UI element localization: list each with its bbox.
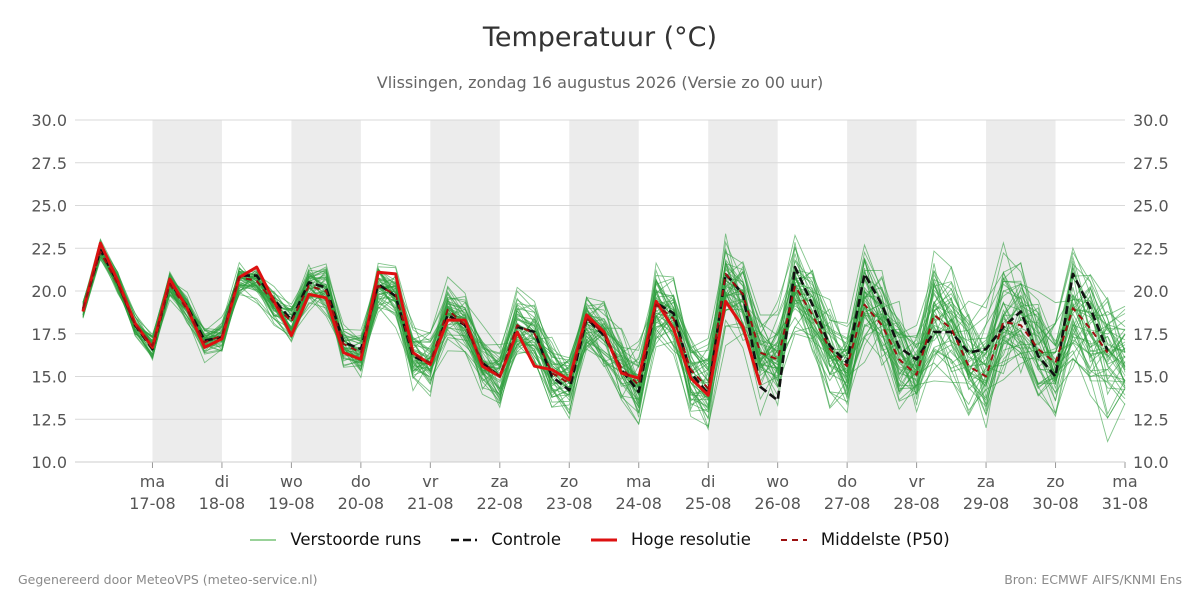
ensemble-member-49 <box>82 239 1126 417</box>
x-tick-date-7: 24-08 <box>615 494 662 513</box>
y-tick-left-0: 10.0 <box>31 453 67 472</box>
y-tick-right-0: 10.0 <box>1133 453 1169 472</box>
legend: Verstoorde runs Controle Hoge resolutie … <box>0 530 1200 549</box>
series-middelste-p50 <box>82 250 1109 390</box>
x-tick-date-1: 18-08 <box>199 494 246 513</box>
y-tick-left-1: 12.5 <box>31 410 67 429</box>
chart-subtitle: Vlissingen, zondag 16 augustus 2026 (Ver… <box>376 73 824 92</box>
x-tick-date-13: 30-08 <box>1032 494 1079 513</box>
footer-source: Bron: ECMWF AIFS/KNMI Ens <box>1004 572 1182 587</box>
y-tick-right-8: 30.0 <box>1133 111 1169 130</box>
y-tick-left-3: 17.5 <box>31 325 67 344</box>
x-tick-day-11: vr <box>909 472 925 491</box>
y-tick-left-4: 20.0 <box>31 282 67 301</box>
x-tick-day-8: di <box>701 472 716 491</box>
x-tick-date-14: 31-08 <box>1102 494 1149 513</box>
y-tick-right-2: 15.0 <box>1133 368 1169 387</box>
ensemble-member-36 <box>82 247 1126 396</box>
x-tick-date-0: 17-08 <box>129 494 176 513</box>
x-tick-day-14: ma <box>1112 472 1137 491</box>
legend-item-control[interactable]: Controle <box>451 530 561 549</box>
x-tick-date-10: 27-08 <box>824 494 871 513</box>
legend-swatch-high-resolution <box>590 538 617 541</box>
legend-swatch-median <box>780 538 807 541</box>
legend-label-perturbed: Verstoorde runs <box>290 530 422 549</box>
legend-swatch-control <box>451 538 478 541</box>
y-tick-right-5: 22.5 <box>1133 239 1169 258</box>
x-tick-day-5: za <box>491 472 509 491</box>
x-tick-date-9: 26-08 <box>754 494 801 513</box>
x-tick-date-11: 28-08 <box>893 494 940 513</box>
y-tick-left-2: 15.0 <box>31 368 67 387</box>
series-hoge-resolutie <box>81 241 762 397</box>
legend-label-high-resolution: Hoge resolutie <box>630 530 751 549</box>
y-tick-right-7: 27.5 <box>1133 154 1169 173</box>
ensemble-member-27 <box>82 238 1126 431</box>
x-tick-date-3: 20-08 <box>338 494 385 513</box>
ensemble-member-40 <box>82 250 1126 393</box>
x-tick-date-12: 29-08 <box>963 494 1010 513</box>
legend-item-high-resolution[interactable]: Hoge resolutie <box>590 530 751 549</box>
x-tick-day-13: zo <box>1046 472 1064 491</box>
y-tick-left-5: 22.5 <box>31 239 67 258</box>
x-tick-date-5: 22-08 <box>477 494 524 513</box>
y-tick-left-6: 25.0 <box>31 197 67 216</box>
x-tick-day-3: do <box>351 472 371 491</box>
y-tick-right-1: 12.5 <box>1133 410 1169 429</box>
x-tick-day-12: za <box>977 472 995 491</box>
x-tick-day-0: ma <box>140 472 165 491</box>
legend-swatch-perturbed <box>250 538 277 541</box>
legend-item-median[interactable]: Middelste (P50) <box>780 530 950 549</box>
x-tick-day-7: ma <box>626 472 651 491</box>
chart-title: Temperatuur (°C) <box>482 22 718 53</box>
x-tick-date-8: 25-08 <box>685 494 732 513</box>
y-tick-right-4: 20.0 <box>1133 282 1169 301</box>
x-tick-day-2: wo <box>280 472 303 491</box>
x-tick-date-6: 23-08 <box>546 494 593 513</box>
x-tick-day-6: zo <box>560 472 578 491</box>
y-tick-right-3: 17.5 <box>1133 325 1169 344</box>
y-tick-left-8: 30.0 <box>31 111 67 130</box>
y-tick-left-7: 27.5 <box>31 154 67 173</box>
legend-item-perturbed[interactable]: Verstoorde runs <box>250 530 421 549</box>
x-tick-day-10: do <box>837 472 857 491</box>
legend-label-control: Controle <box>491 530 561 549</box>
ensemble-member-31 <box>82 247 1126 411</box>
legend-label-median: Middelste (P50) <box>820 530 950 549</box>
footer-generator: Gegenereerd door MeteoVPS (meteo-service… <box>18 572 318 587</box>
x-tick-day-1: di <box>215 472 230 491</box>
x-tick-day-4: vr <box>422 472 438 491</box>
y-tick-right-6: 25.0 <box>1133 197 1169 216</box>
ensemble-member-37 <box>82 241 1126 401</box>
x-tick-date-4: 21-08 <box>407 494 454 513</box>
x-tick-date-2: 19-08 <box>268 494 315 513</box>
ensemble-member-42 <box>82 253 1126 415</box>
x-tick-day-9: wo <box>766 472 789 491</box>
